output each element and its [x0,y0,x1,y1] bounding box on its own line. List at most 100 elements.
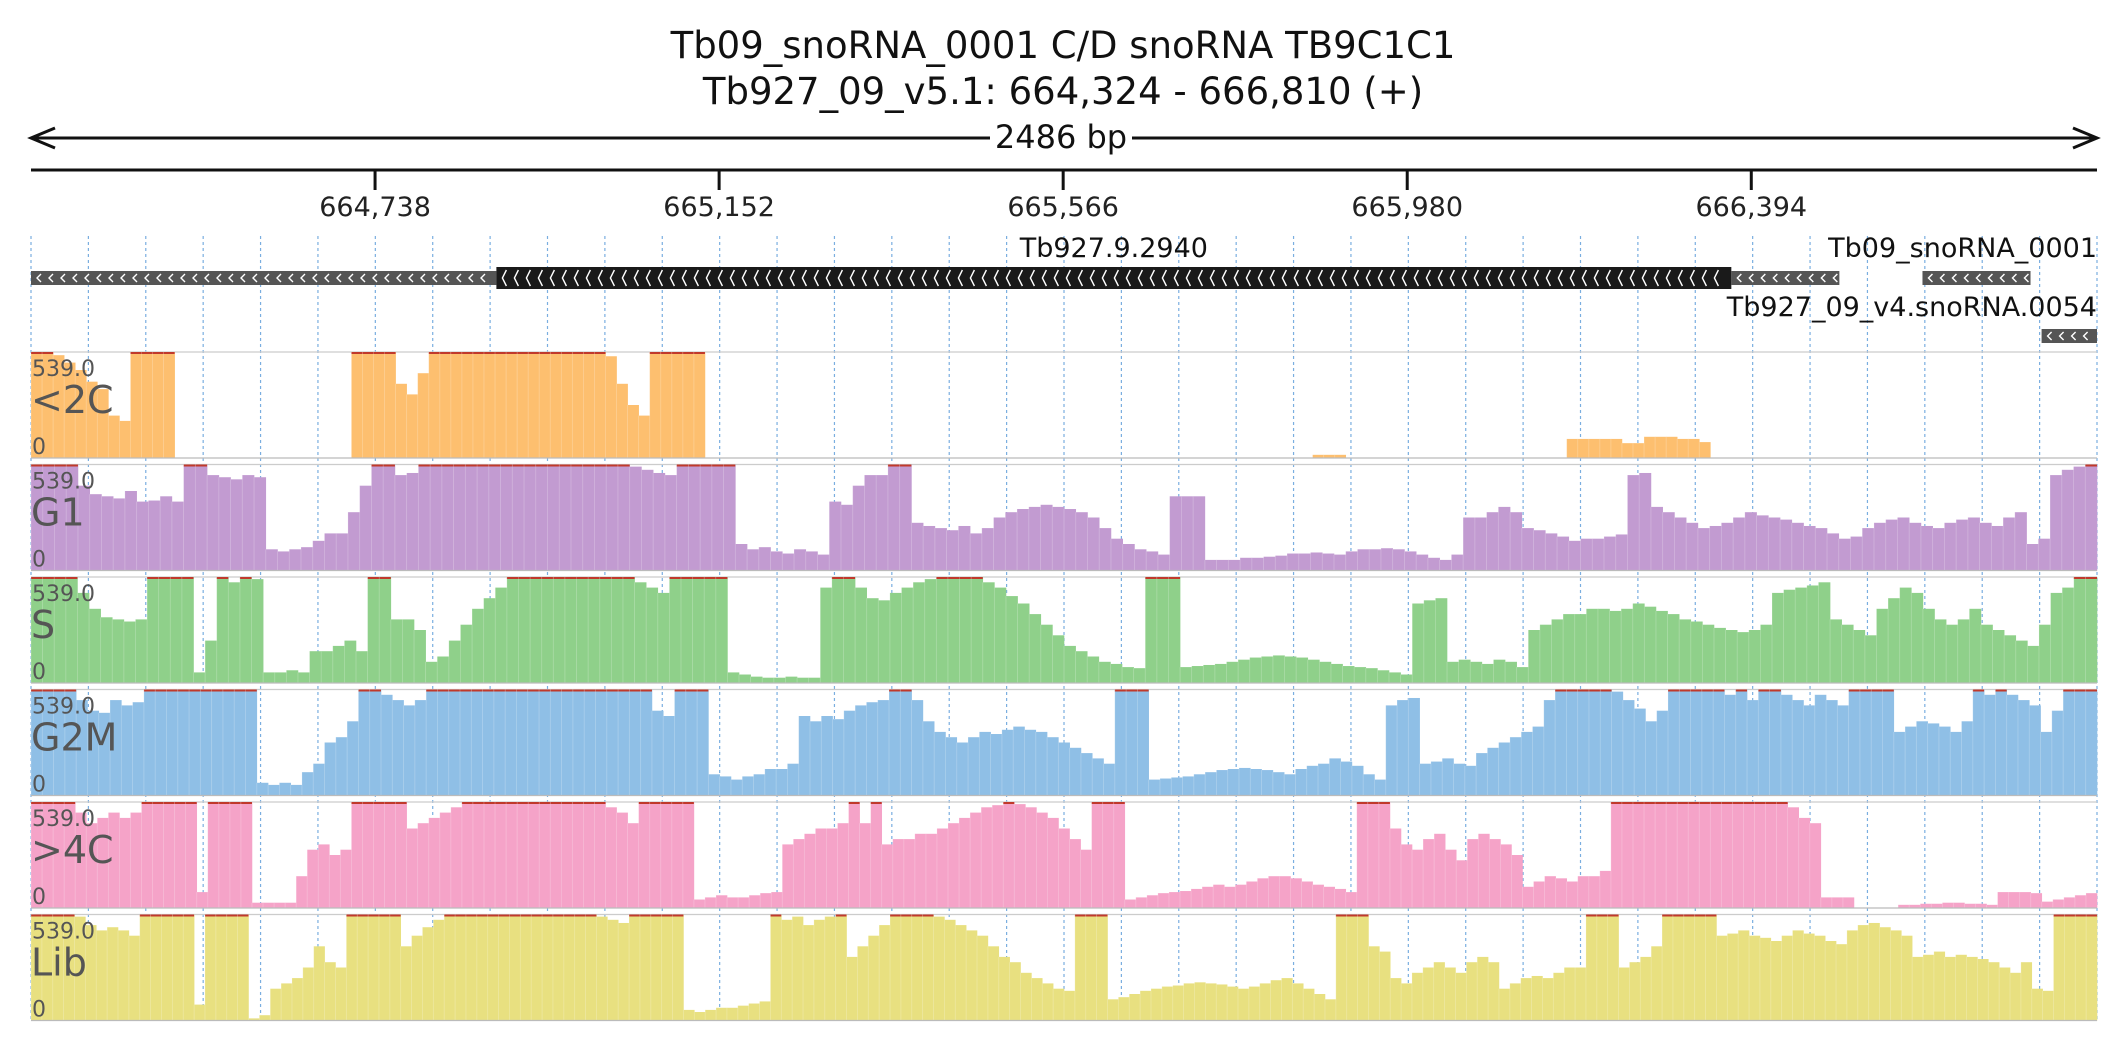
strand-chevron [2011,273,2017,283]
strand-chevron [1137,269,1144,287]
coverage-bar [572,802,584,908]
coverage-bar [107,927,119,1021]
coverage-bar [1922,608,1935,683]
coverage-bar [1580,538,1593,571]
coverage-bar [378,914,391,1021]
coverage-bar [748,1003,760,1021]
coverage-bar [395,383,407,458]
coverage-bar [1783,589,1796,683]
snorna-bar[interactable] [2041,329,2097,343]
coverage-bar [1423,600,1436,683]
coverage-bar [1609,610,1622,683]
coverage-bar [1666,436,1678,458]
strand-chevron [1353,269,1360,287]
strand-chevron [1389,269,1396,287]
coverage-tracks[interactable]: 539.00<2C539.00G1539.00S539.00G2M539.00>… [30,351,2098,1023]
coverage-bar [979,731,991,796]
coverage-bar [357,914,369,1021]
coverage-bar [792,916,804,1021]
coverage-bar [279,782,291,796]
coverage-bar [237,914,249,1021]
strand-chevron [420,273,426,283]
strand-chevron [633,269,640,287]
strand-chevron [1149,269,1156,287]
strand-chevron [72,273,78,283]
coverage-bar [753,774,766,796]
coverage-bar [1346,914,1358,1021]
coverage-bar [1284,774,1296,796]
coverage-bar [1553,972,1565,1021]
coverage-bar [1853,630,1866,683]
coverage-bar [1040,624,1053,683]
coverage-bar [1803,933,1815,1021]
coverage-bar [1748,630,1761,683]
coverage-bar [1588,689,1601,796]
coverage-bar [1953,902,1965,908]
coverage-bar [762,677,775,683]
coverage-bar [1818,582,1831,683]
coverage-bar [31,577,43,683]
coverage-bar [371,464,384,571]
coverage-bar [1416,554,1429,571]
strand-chevron [132,273,138,283]
coverage-bar [627,823,639,908]
coverage-bar [1787,807,1800,908]
coverage-bar [1946,624,1959,683]
coverage-bar [634,582,647,683]
coverage-bar [1603,536,1617,571]
span-arrow-right-head [2072,126,2101,150]
coverage-bar [2040,731,2053,796]
coverage-bar [1533,881,1545,908]
coverage-bar [277,551,290,571]
coverage-bar [1330,663,1343,683]
coverage-bar [2027,645,2040,683]
coverage-bar [1737,632,1750,683]
coverage-bar [1087,517,1100,571]
coverage-bar [1694,914,1706,1021]
coverage-bar [1122,544,1135,571]
coverage-bar [1290,878,1302,908]
coverage-bar [1133,668,1146,683]
coverage-bar [1009,962,1021,1021]
track-max-label: 539.0 [32,470,95,495]
coverage-bar [185,802,198,908]
coverage-bar [86,381,98,458]
coverage-bar [1627,475,1640,571]
utr-bar[interactable] [31,271,497,285]
coverage-bar [1662,512,1675,571]
coverage-bar [1615,534,1628,571]
coverage-bar [1498,506,1511,571]
coverage-bar [1544,876,1556,908]
strand-chevron [945,269,952,287]
coverage-bar [672,914,684,1021]
coverage-bar [1238,767,1251,796]
coverage-bar [1916,721,1928,796]
coverage-bar [516,689,529,796]
coverage-bar [414,700,427,796]
coverage-bar [528,352,540,458]
coverage-bar [132,702,145,796]
coverage-bar [813,919,826,1021]
coverage-bar [1124,899,1137,908]
strand-chevron [1161,269,1168,287]
track-min-label: 0 [32,998,46,1023]
coverage-bar [1803,525,1816,571]
coverage-bar [117,930,130,1021]
coverage-bar [1422,967,1435,1021]
coverage-bar [1319,661,1332,683]
strand-chevron [1987,273,1993,283]
coverage-bar [2075,914,2087,1021]
track-min-label: 0 [32,885,46,910]
coverage-bar [143,689,156,796]
coverage-bar [727,672,740,683]
coverage-bar [422,927,434,1021]
gene-annotation-track[interactable]: Tb927.9.2940 Tb09_snoRNA_0001 Tb927_09_v4.… [31,233,2097,343]
strand-chevron [957,269,964,287]
coverage-bar [437,689,450,796]
coverage-bar [1442,758,1454,796]
coverage-bar [866,598,879,683]
coverage-bar [152,802,164,908]
coverage-bar [934,528,947,571]
coverage-bar [1984,694,1996,796]
